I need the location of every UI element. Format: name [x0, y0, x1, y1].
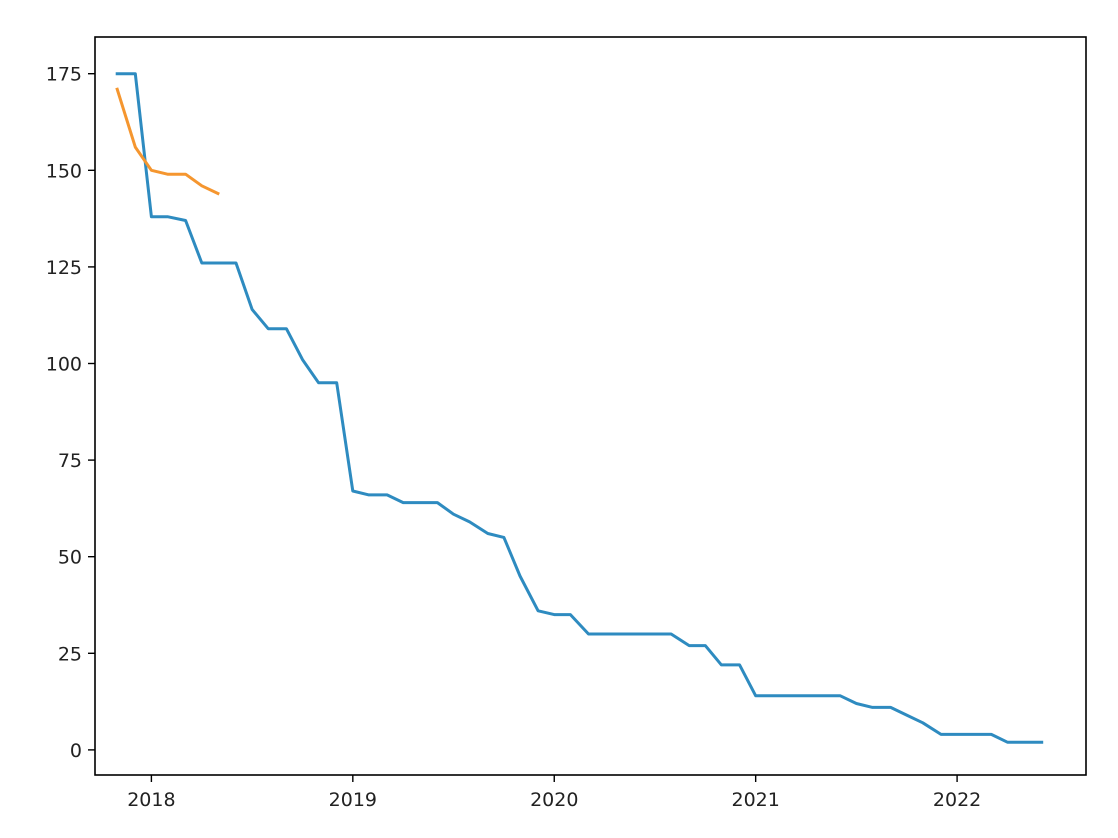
- x-tick-label: 2020: [530, 789, 578, 811]
- x-tick-label: 2018: [127, 789, 175, 811]
- y-tick-label: 75: [58, 450, 82, 472]
- y-tick-label: 100: [46, 353, 82, 375]
- y-tick-label: 25: [58, 643, 82, 665]
- x-tick-label: 2019: [329, 789, 377, 811]
- y-tick-label: 125: [46, 257, 82, 279]
- y-tick-label: 0: [70, 740, 82, 762]
- plot-frame: [94, 36, 1087, 776]
- x-tick-label: 2022: [933, 789, 981, 811]
- x-axis: 2018 2019 2020 2021 2022: [127, 775, 981, 811]
- x-tick-label: 2021: [731, 789, 779, 811]
- series-layer: [115, 72, 1044, 744]
- series-line-1: [115, 72, 1044, 744]
- y-tick-label: 150: [46, 160, 82, 182]
- y-axis: 0 25 50 75 100 125 150 175: [46, 64, 95, 762]
- series-line-2: [115, 87, 220, 196]
- y-tick-label: 175: [46, 64, 82, 86]
- y-tick-label: 50: [58, 547, 82, 569]
